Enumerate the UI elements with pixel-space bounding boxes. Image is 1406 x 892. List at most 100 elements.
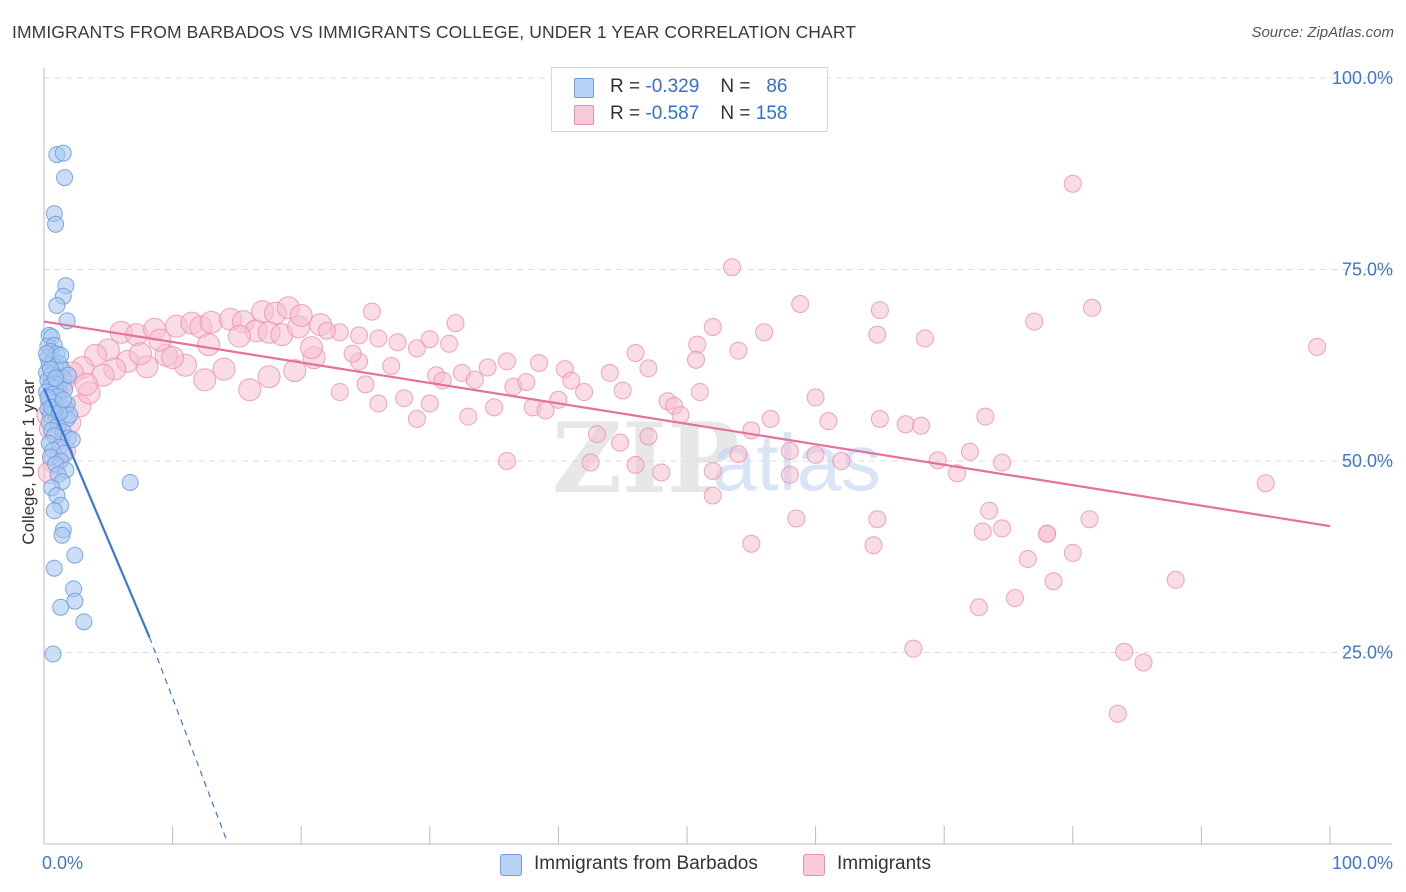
immigrants-point <box>161 346 185 370</box>
immigrants-point <box>600 363 619 382</box>
immigrants-point <box>317 321 336 340</box>
immigrants-point <box>1108 704 1127 723</box>
immigrants-point <box>459 407 478 426</box>
legend-n-label: N = <box>720 76 751 97</box>
barbados-point <box>52 346 70 364</box>
legend-swatch-pink <box>574 105 594 125</box>
immigrants-point <box>575 383 594 402</box>
immigrants-point <box>420 330 439 349</box>
correlation-legend: R = -0.329 N = 86 R = -0.587 N = 158 <box>551 67 828 132</box>
immigrants-point <box>446 314 465 333</box>
immigrants-point <box>1005 589 1024 608</box>
immigrants-point <box>626 455 645 474</box>
immigrants-point <box>587 425 606 444</box>
immigrants-point <box>1038 524 1057 543</box>
immigrants-point <box>407 339 426 358</box>
immigrants-points <box>36 174 1327 723</box>
y-tick-label: 100.0% <box>1332 68 1393 88</box>
immigrants-point <box>1080 510 1099 529</box>
immigrants-point <box>980 501 999 520</box>
immigrants-point <box>485 398 504 417</box>
barbados-point <box>48 297 66 315</box>
immigrants-point <box>1166 570 1185 589</box>
immigrants-point <box>1083 298 1102 317</box>
immigrants-point <box>74 372 98 396</box>
immigrants-point <box>806 388 825 407</box>
immigrants-point <box>639 427 658 446</box>
immigrants-point <box>289 303 313 327</box>
tick-labels: 25.0% 50.0% 75.0% 100.0% 0.0% 100.0% <box>42 68 1393 873</box>
barbados-point <box>45 559 63 577</box>
immigrants-point <box>703 461 722 480</box>
trend-lines <box>42 320 1331 841</box>
immigrants-point <box>350 326 369 345</box>
immigrants-point <box>197 333 221 357</box>
barbados-point <box>47 369 65 387</box>
legend-n-label: N = <box>720 103 751 124</box>
immigrants-point <box>1025 312 1044 331</box>
immigrants-point <box>787 509 806 528</box>
immigrants-point <box>729 341 748 360</box>
immigrants-point <box>896 415 915 434</box>
barbados-point <box>121 473 139 491</box>
immigrants-point <box>1256 474 1275 493</box>
immigrants-point <box>238 378 262 402</box>
x-tick-label: 0.0% <box>42 853 83 873</box>
barbados-point <box>53 526 71 544</box>
legend-n-value: 158 <box>755 103 788 124</box>
immigrants-point <box>1063 174 1082 193</box>
immigrants-point <box>193 368 217 392</box>
immigrants-point <box>904 639 923 658</box>
immigrants-point <box>1018 550 1037 569</box>
immigrants-point <box>395 389 414 408</box>
immigrants-point <box>611 433 630 452</box>
chart-title: IMMIGRANTS FROM BARBADOS VS IMMIGRANTS C… <box>12 22 857 42</box>
immigrants-point <box>199 310 223 334</box>
immigrants-point <box>832 452 851 470</box>
y-tick-label: 25.0% <box>1342 643 1393 663</box>
immigrants-point <box>212 357 236 381</box>
immigrants-point <box>791 294 810 313</box>
y-axis-title: College, Under 1 year <box>19 379 38 545</box>
immigrants-point <box>742 534 761 553</box>
barbados-point <box>38 345 56 363</box>
immigrants-point <box>369 394 388 413</box>
immigrants-point <box>356 375 375 394</box>
y-tick-label: 75.0% <box>1342 260 1393 280</box>
legend-r-value: -0.587 <box>645 103 700 124</box>
immigrants-point <box>1063 543 1082 562</box>
immigrants-point <box>993 453 1012 472</box>
y-tick-label: 50.0% <box>1342 451 1393 471</box>
immigrants-point <box>780 442 799 461</box>
immigrants-point <box>1044 572 1063 591</box>
immigrants-point <box>330 383 349 402</box>
immigrants-point <box>742 421 761 440</box>
immigrants-point <box>343 344 362 363</box>
immigrants-point <box>870 409 889 428</box>
immigrants-point <box>864 536 883 555</box>
gridlines <box>44 77 1392 653</box>
immigrants-point <box>976 407 995 426</box>
immigrants-point <box>723 258 742 277</box>
immigrants-point <box>613 381 632 400</box>
bottom-legend-label-immigrants: Immigrants <box>837 853 931 874</box>
immigrants-point <box>581 453 600 472</box>
barbados-point <box>54 391 72 409</box>
immigrants-point <box>915 329 934 348</box>
immigrants-point <box>973 522 992 541</box>
immigrants-point <box>690 383 709 402</box>
barbados-trend-extension <box>148 636 228 841</box>
immigrants-point <box>128 342 152 366</box>
bottom-legend-label-barbados: Immigrants from Barbados <box>534 853 758 874</box>
barbados-point <box>75 613 93 631</box>
legend-r-value: -0.329 <box>645 76 700 97</box>
immigrants-point <box>299 336 323 360</box>
immigrants-point <box>626 343 645 362</box>
immigrants-point <box>420 394 439 413</box>
immigrants-point <box>868 325 887 344</box>
immigrants-point <box>407 409 426 428</box>
immigrants-point <box>562 371 581 390</box>
immigrants-point <box>382 357 401 376</box>
immigrants-point <box>497 452 516 470</box>
